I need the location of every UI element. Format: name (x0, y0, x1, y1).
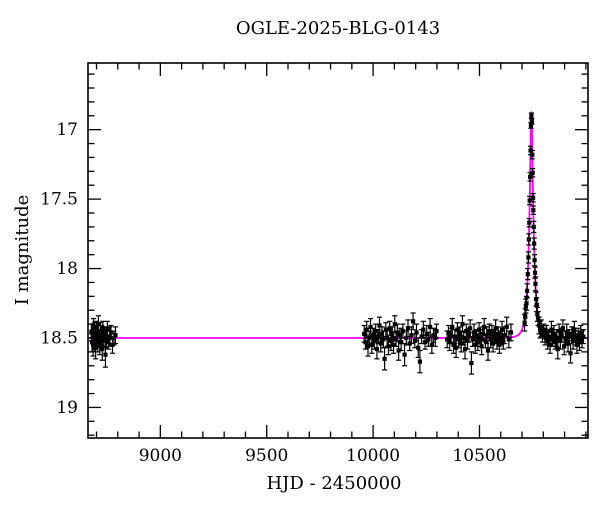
data-point (531, 254, 538, 267)
data-point (531, 220, 537, 234)
data-points (88, 112, 586, 375)
data-point (433, 323, 440, 339)
data-point (417, 349, 423, 374)
data-point (529, 117, 535, 125)
axis-tick-labels: 9000 9500 10000 10500 17 17.5 18 18.5 19 (40, 120, 506, 466)
data-point (530, 205, 536, 215)
y-tick-label: 18 (56, 259, 78, 279)
data-point (523, 295, 530, 311)
data-point (385, 337, 392, 356)
chart-title: OGLE-2025-BLG-0143 (236, 18, 440, 39)
model-light-curve (88, 110, 588, 339)
axis-ticks (88, 63, 588, 438)
y-tick-label: 17.5 (40, 190, 78, 210)
data-point (458, 334, 464, 353)
y-tick-label: 18.5 (40, 329, 78, 349)
data-point (410, 312, 416, 331)
x-tick-label: 10500 (452, 446, 506, 466)
data-point (567, 342, 574, 364)
data-point (390, 336, 397, 354)
data-point (112, 326, 119, 345)
data-point (454, 322, 460, 338)
data-point (522, 308, 528, 327)
data-point (526, 217, 532, 228)
y-tick-label: 19 (56, 398, 78, 418)
data-point (401, 342, 408, 367)
x-tick-label: 9500 (245, 446, 288, 466)
data-point (525, 267, 531, 281)
data-point (468, 351, 475, 375)
data-point (526, 233, 532, 246)
y-tick-label: 17 (56, 120, 78, 140)
plot-area (88, 110, 588, 375)
data-point (580, 329, 586, 345)
data-point (525, 251, 532, 264)
data-point (532, 276, 539, 292)
data-point (524, 283, 530, 299)
x-tick-label: 9000 (139, 446, 182, 466)
x-tick-label: 10000 (346, 446, 400, 466)
plot-frame (87, 62, 589, 439)
data-point (381, 347, 388, 371)
data-point (467, 319, 473, 338)
y-axis-label: I magnitude (12, 195, 33, 306)
data-point (531, 237, 537, 250)
data-point (528, 112, 535, 120)
x-axis-label: HJD - 2450000 (266, 473, 401, 494)
data-point (508, 323, 514, 342)
data-point (529, 149, 535, 160)
data-point (530, 192, 536, 203)
data-point (530, 167, 536, 178)
